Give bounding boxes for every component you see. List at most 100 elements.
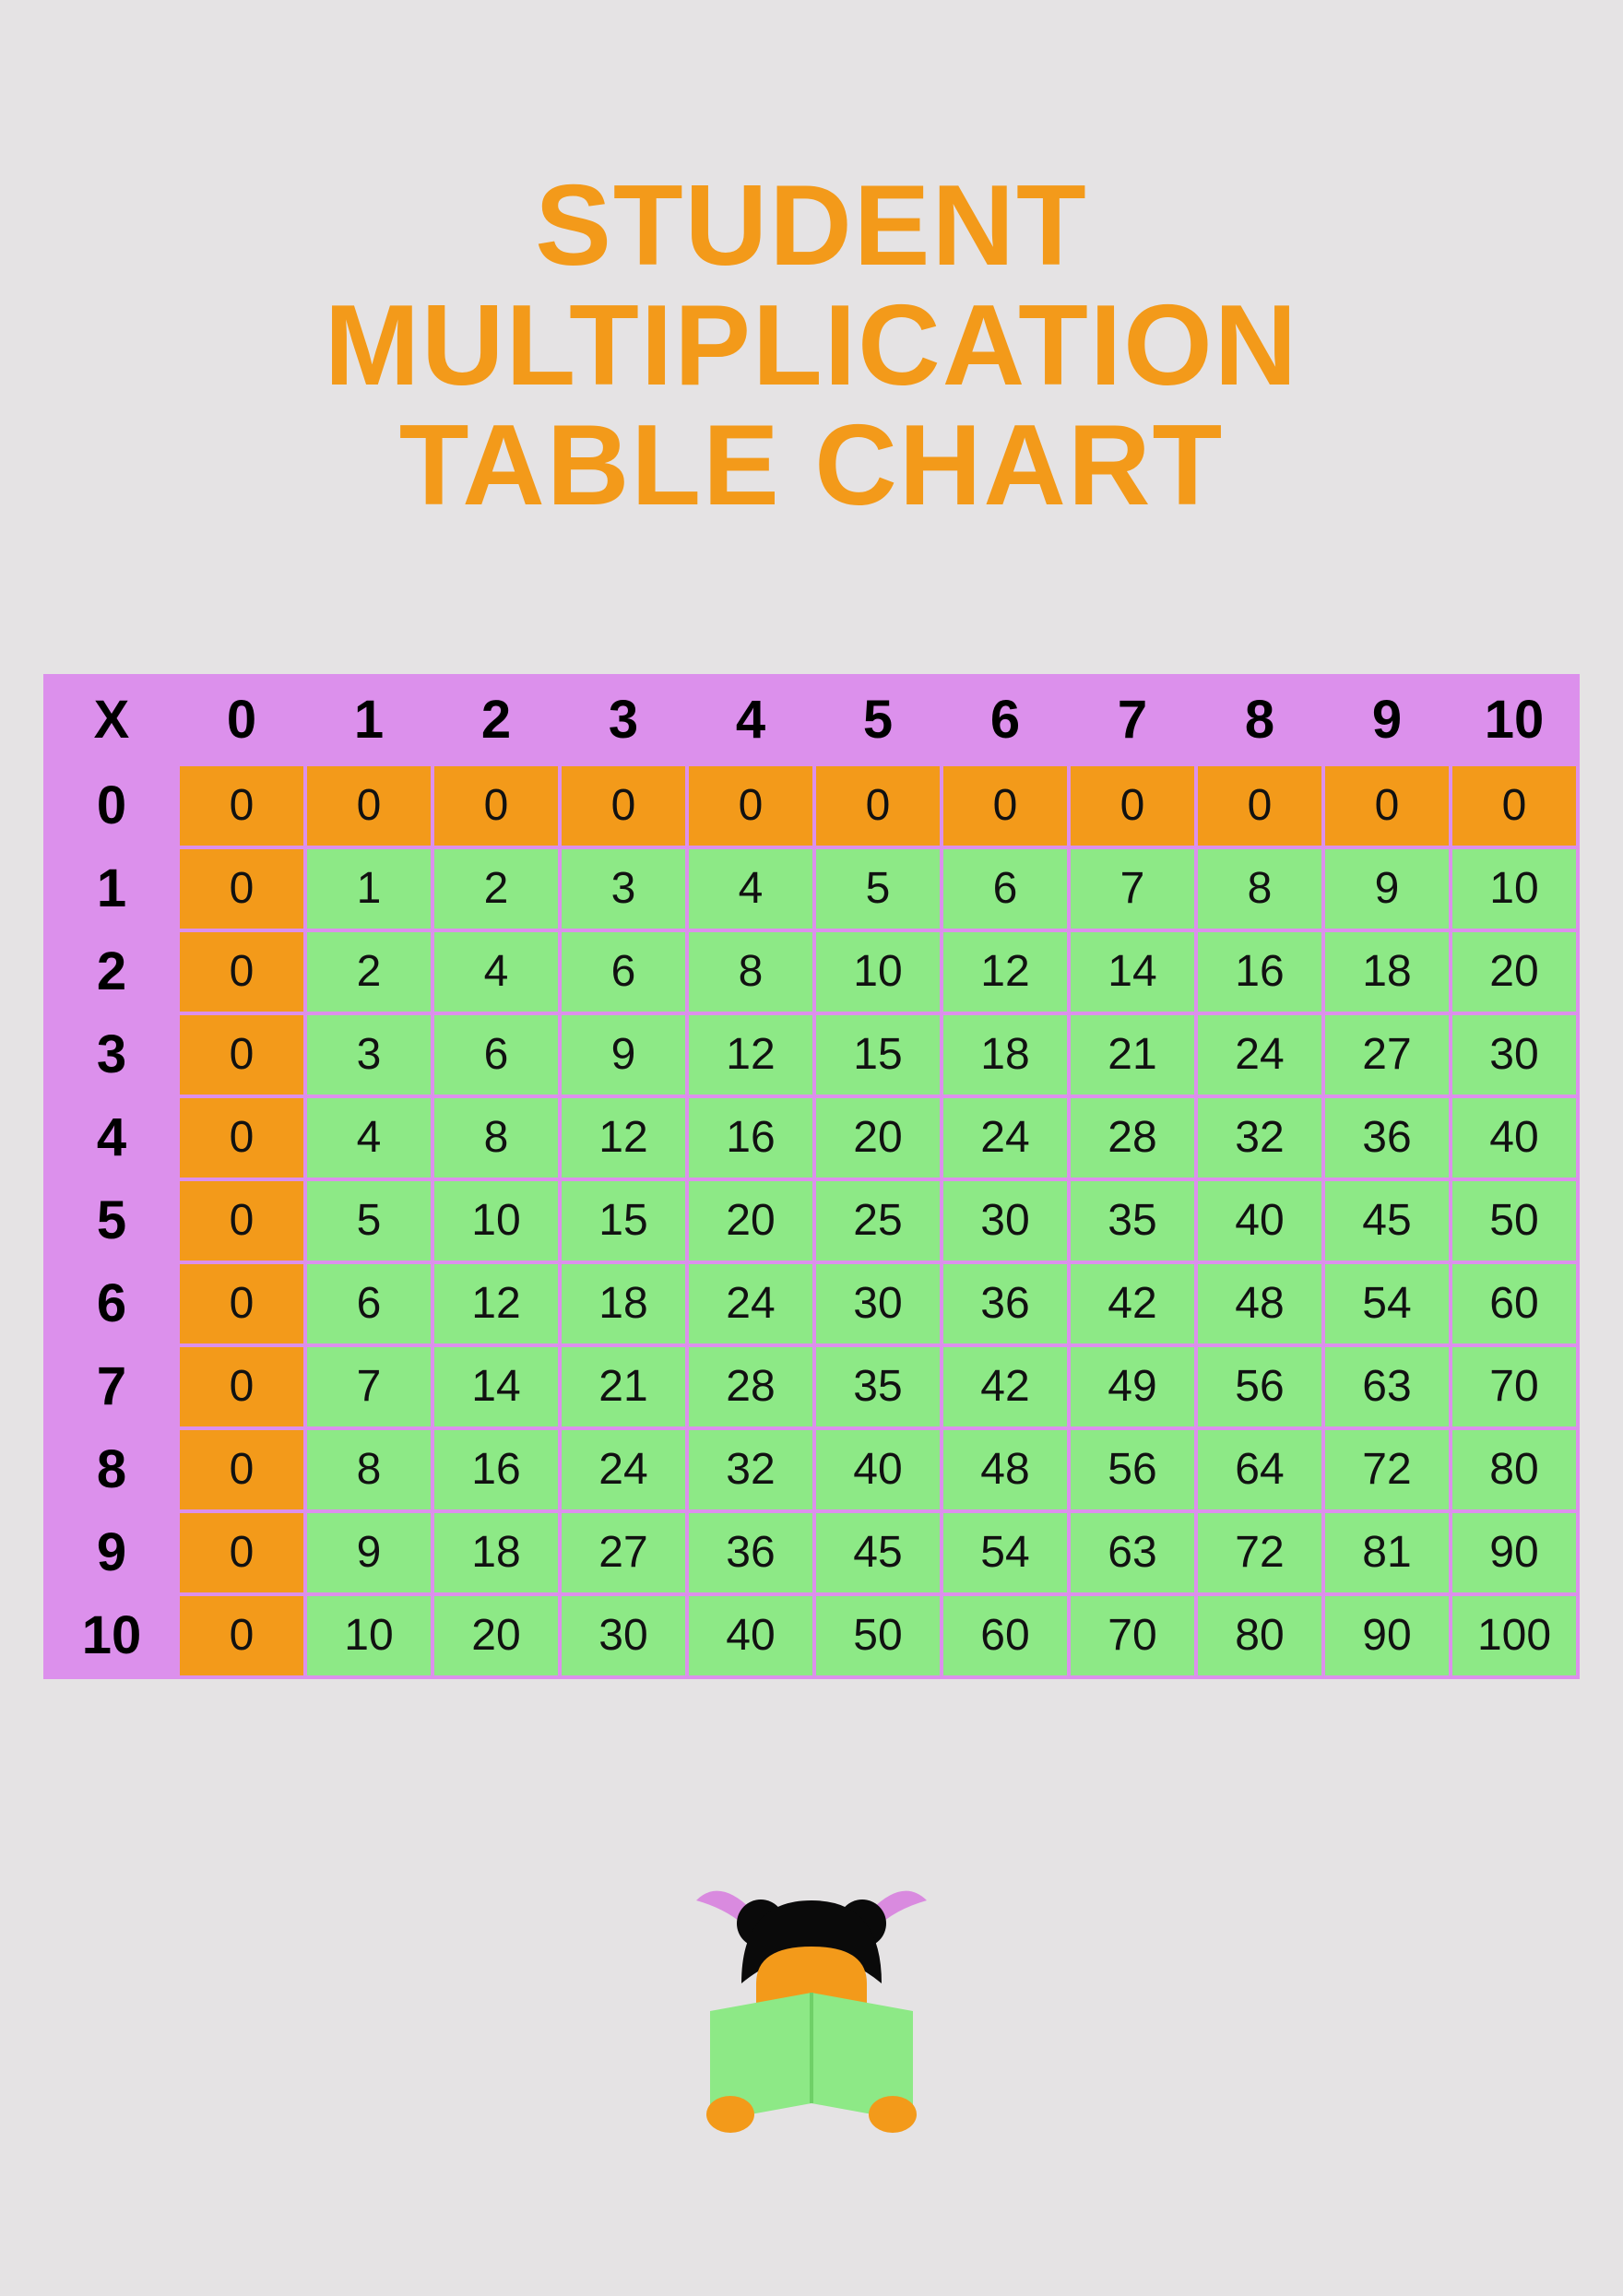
- table-cell: 8: [1198, 849, 1321, 929]
- table-cell: 81: [1325, 1513, 1449, 1592]
- table-cell: 0: [816, 766, 940, 846]
- table-cell: 12: [689, 1015, 812, 1095]
- table-cell: 30: [816, 1264, 940, 1343]
- table-column-header: 3: [562, 678, 685, 763]
- table-cell: 4: [307, 1098, 431, 1178]
- table-cell: 50: [816, 1596, 940, 1675]
- table-row-header: 3: [47, 1015, 176, 1095]
- table-cell: 0: [180, 766, 303, 846]
- table-cell: 48: [943, 1430, 1067, 1509]
- table-column-header: 7: [1071, 678, 1194, 763]
- title-line-3: TABLE CHART: [399, 402, 1224, 529]
- page-title: STUDENT MULTIPLICATION TABLE CHART: [325, 166, 1299, 527]
- table-cell: 0: [180, 1015, 303, 1095]
- table-cell: 6: [307, 1264, 431, 1343]
- table-cell: 12: [562, 1098, 685, 1178]
- table-cell: 90: [1452, 1513, 1576, 1592]
- table-cell: 28: [689, 1347, 812, 1426]
- table-cell: 6: [562, 932, 685, 1012]
- table-cell: 9: [307, 1513, 431, 1592]
- table-cell: 28: [1071, 1098, 1194, 1178]
- table-column-header: 0: [180, 678, 303, 763]
- table-column-header: 8: [1198, 678, 1321, 763]
- table-cell: 15: [816, 1015, 940, 1095]
- table-cell: 40: [816, 1430, 940, 1509]
- table-cell: 0: [180, 1513, 303, 1592]
- table-cell: 35: [1071, 1181, 1194, 1260]
- table-cell: 5: [307, 1181, 431, 1260]
- table-cell: 0: [307, 766, 431, 846]
- table-cell: 45: [816, 1513, 940, 1592]
- table-cell: 3: [307, 1015, 431, 1095]
- table-cell: 36: [689, 1513, 812, 1592]
- table-row-header: 7: [47, 1347, 176, 1426]
- table-cell: 30: [1452, 1015, 1576, 1095]
- table-cell: 16: [1198, 932, 1321, 1012]
- table-cell: 30: [943, 1181, 1067, 1260]
- table-cell: 14: [434, 1347, 558, 1426]
- table-column-header: 9: [1325, 678, 1449, 763]
- table-cell: 20: [1452, 932, 1576, 1012]
- table-cell: 2: [307, 932, 431, 1012]
- table-cell: 35: [816, 1347, 940, 1426]
- title-line-2: MULTIPLICATION: [325, 282, 1299, 409]
- table-cell: 24: [943, 1098, 1067, 1178]
- table-cell: 27: [1325, 1015, 1449, 1095]
- table-column-header: 4: [689, 678, 812, 763]
- table-column-header: 5: [816, 678, 940, 763]
- table-cell: 12: [943, 932, 1067, 1012]
- table-cell: 7: [307, 1347, 431, 1426]
- table-cell: 6: [434, 1015, 558, 1095]
- table-cell: 40: [1452, 1098, 1576, 1178]
- table-cell: 0: [434, 766, 558, 846]
- table-cell: 0: [180, 1264, 303, 1343]
- table-cell: 8: [307, 1430, 431, 1509]
- table-cell: 70: [1452, 1347, 1576, 1426]
- table-cell: 30: [562, 1596, 685, 1675]
- table-cell: 42: [1071, 1264, 1194, 1343]
- table-cell: 64: [1198, 1430, 1321, 1509]
- table-cell: 48: [1198, 1264, 1321, 1343]
- table-cell: 0: [180, 1098, 303, 1178]
- table-cell: 2: [434, 849, 558, 929]
- table-cell: 60: [943, 1596, 1067, 1675]
- table-cell: 4: [689, 849, 812, 929]
- table-cell: 0: [180, 1596, 303, 1675]
- table-cell: 0: [1071, 766, 1194, 846]
- title-line-1: STUDENT: [535, 162, 1088, 290]
- table-cell: 18: [943, 1015, 1067, 1095]
- table-cell: 6: [943, 849, 1067, 929]
- table-cell: 0: [180, 1181, 303, 1260]
- table-cell: 32: [1198, 1098, 1321, 1178]
- table-cell: 72: [1198, 1513, 1321, 1592]
- table-cell: 27: [562, 1513, 685, 1592]
- table-cell: 15: [562, 1181, 685, 1260]
- table-cell: 0: [180, 932, 303, 1012]
- table-cell: 72: [1325, 1430, 1449, 1509]
- table-cell: 54: [1325, 1264, 1449, 1343]
- table-cell: 60: [1452, 1264, 1576, 1343]
- table-cell: 0: [180, 849, 303, 929]
- table-cell: 16: [434, 1430, 558, 1509]
- table-cell: 42: [943, 1347, 1067, 1426]
- multiplication-table-wrap: X012345678910000000000000101234567891020…: [43, 674, 1580, 1679]
- table-cell: 24: [689, 1264, 812, 1343]
- table-cell: 36: [1325, 1098, 1449, 1178]
- table-cell: 0: [1198, 766, 1321, 846]
- table-cell: 40: [689, 1596, 812, 1675]
- table-cell: 24: [562, 1430, 685, 1509]
- table-cell: 100: [1452, 1596, 1576, 1675]
- table-cell: 10: [1452, 849, 1576, 929]
- table-cell: 90: [1325, 1596, 1449, 1675]
- table-cell: 25: [816, 1181, 940, 1260]
- table-row-header: 1: [47, 849, 176, 929]
- table-cell: 3: [562, 849, 685, 929]
- table-cell: 36: [943, 1264, 1067, 1343]
- table-cell: 0: [180, 1347, 303, 1426]
- table-cell: 18: [1325, 932, 1449, 1012]
- table-cell: 10: [434, 1181, 558, 1260]
- table-cell: 0: [1325, 766, 1449, 846]
- table-cell: 0: [562, 766, 685, 846]
- page: STUDENT MULTIPLICATION TABLE CHART X0123…: [0, 0, 1623, 2296]
- table-cell: 70: [1071, 1596, 1194, 1675]
